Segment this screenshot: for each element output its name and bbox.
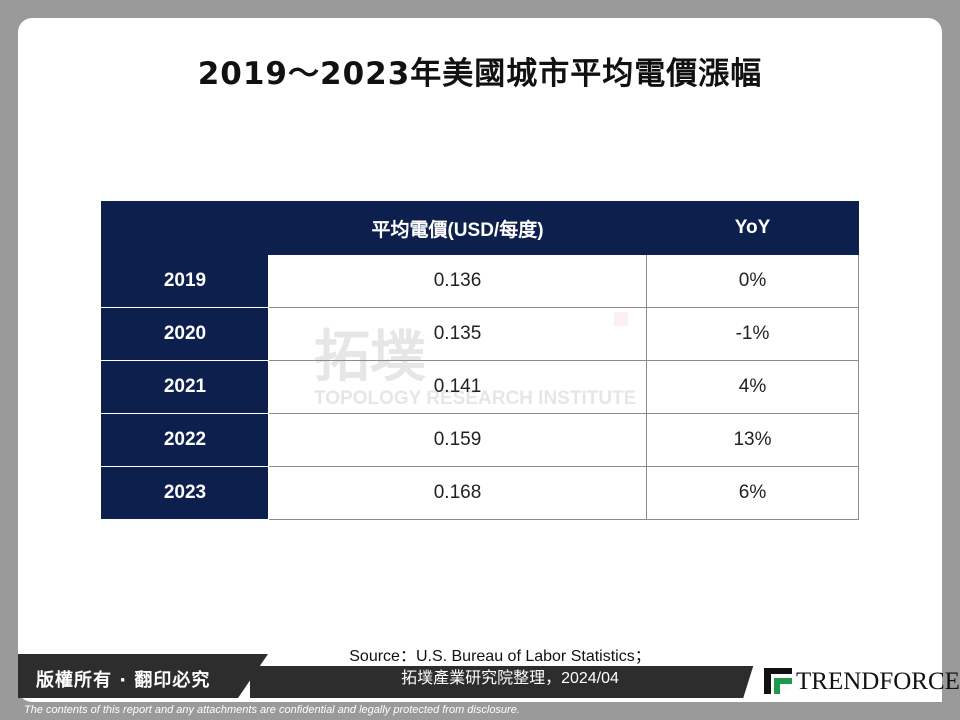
table-row: 2021 0.141 4%	[101, 360, 859, 414]
footer-mid-bar	[250, 666, 760, 698]
price-cell: 0.136	[268, 254, 647, 308]
table-row: 2019 0.136 0%	[101, 254, 859, 308]
header-corner	[101, 201, 269, 255]
header-yoy: YoY	[646, 201, 859, 255]
source-line-1: Source：U.S. Bureau of Labor Statistics；	[349, 648, 651, 665]
disclaimer-text: The contents of this report and any atta…	[24, 704, 520, 716]
header-price: 平均電價(USD/每度)	[268, 201, 647, 255]
yoy-cell: 13%	[646, 413, 859, 467]
logo-text: TRENDFORCE	[796, 668, 960, 695]
year-cell: 2023	[101, 466, 269, 520]
price-table: 平均電價(USD/每度) YoY 2019 0.136 0% 2020 0.135 -1%…	[101, 201, 859, 520]
table-row: 2022 0.159 13%	[101, 413, 859, 467]
footer-dark-bar	[18, 654, 268, 698]
price-cell: 0.159	[268, 413, 647, 467]
yoy-cell: 0%	[646, 254, 859, 308]
yoy-cell: 4%	[646, 360, 859, 414]
source-line-2: 拓墣產業研究院整理，2024/04	[401, 670, 619, 687]
yoy-cell: 6%	[646, 466, 859, 520]
year-cell: 2021	[101, 360, 269, 414]
year-cell: 2022	[101, 413, 269, 467]
price-cell: 0.141	[268, 360, 647, 414]
trendforce-logo-icon	[764, 668, 792, 694]
table-header-row: 平均電價(USD/每度) YoY	[101, 201, 859, 255]
table-row: 2023 0.168 6%	[101, 466, 859, 520]
year-cell: 2020	[101, 307, 269, 361]
table-row: 2020 0.135 -1%	[101, 307, 859, 361]
price-cell: 0.135	[268, 307, 647, 361]
price-cell: 0.168	[268, 466, 647, 520]
year-cell: 2019	[101, 254, 269, 308]
page-title: 2019～2023年美國城市平均電價漲幅	[197, 56, 763, 92]
copyright-text: 版權所有 · 翻印必究	[36, 670, 211, 691]
yoy-cell: -1%	[646, 307, 859, 361]
